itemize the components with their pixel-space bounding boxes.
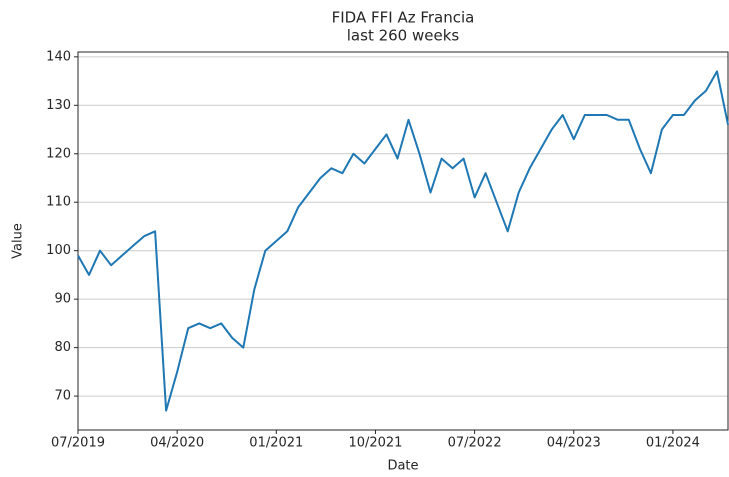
x-tick-label: 04/2020 — [150, 436, 204, 451]
x-tick-label: 01/2024 — [646, 436, 700, 451]
y-tick-label: 80 — [54, 340, 71, 355]
x-axis-label: Date — [387, 459, 418, 474]
x-tick-label: 10/2021 — [348, 436, 402, 451]
x-tick-label: 07/2019 — [51, 436, 105, 451]
y-tick-label: 130 — [46, 98, 71, 113]
y-axis-label: Value — [11, 223, 26, 259]
plot-frame — [77, 51, 729, 431]
x-tick-label: 07/2022 — [448, 436, 502, 451]
x-tick-label: 04/2023 — [547, 436, 601, 451]
series-line — [77, 70, 729, 412]
y-tick-label: 70 — [54, 389, 71, 404]
x-tick-label: 01/2021 — [249, 436, 303, 451]
chart-title: FIDA FFI Az Francia — [332, 9, 475, 27]
chart-subtitle: last 260 weeks — [347, 27, 460, 45]
y-tick-label: 120 — [46, 146, 71, 161]
y-tick-label: 100 — [46, 243, 71, 258]
y-tick-label: 90 — [54, 292, 71, 307]
y-tick-label: 110 — [46, 195, 71, 210]
y-tick-label: 140 — [46, 49, 71, 64]
